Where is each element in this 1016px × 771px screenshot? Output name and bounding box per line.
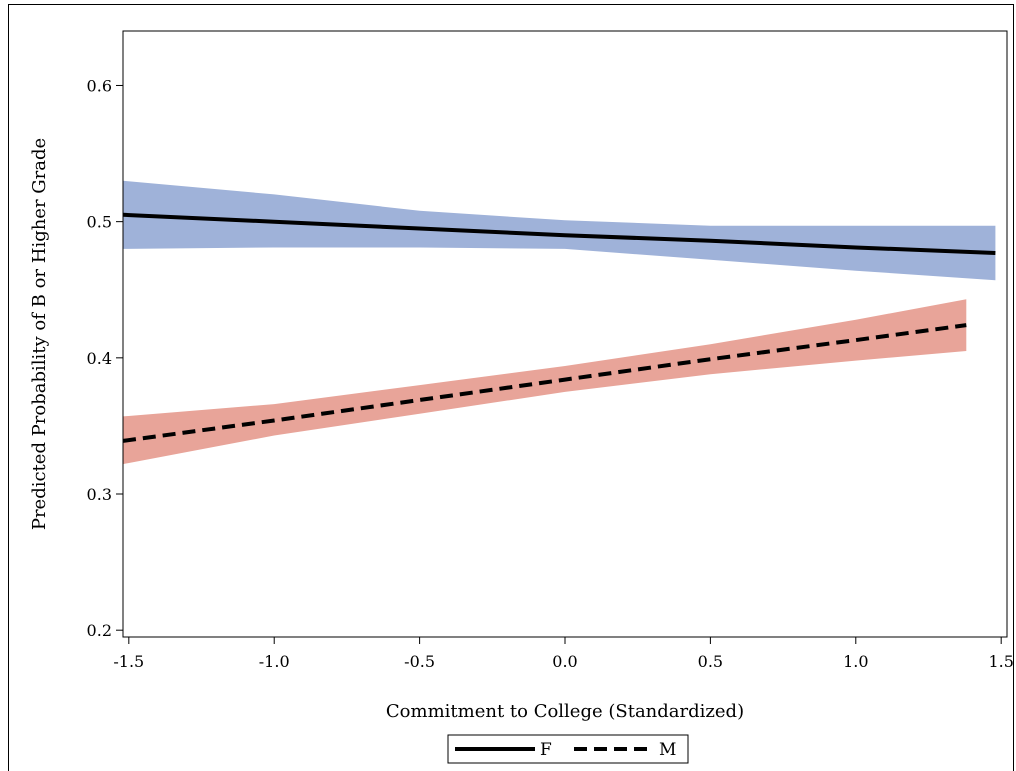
- x-tick-label: 0.0: [552, 652, 577, 671]
- y-tick-label: 0.2: [87, 621, 112, 640]
- y-tick-label: 0.3: [87, 485, 112, 504]
- y-tick-label: 0.5: [87, 213, 112, 232]
- y-axis: 0.2 0.3 0.4 0.5 0.6: [87, 76, 123, 640]
- confidence-band-f: [123, 180, 996, 281]
- series-lines: [122, 212, 996, 443]
- x-tick-label: 1.0: [843, 652, 868, 671]
- y-axis-label: Predicted Probability of B or Higher Gra…: [29, 138, 50, 530]
- legend-label-f: F: [540, 740, 552, 760]
- x-tick-label: -1.0: [259, 652, 290, 671]
- chart-frame: [8, 4, 1014, 771]
- y-tick-label: 0.6: [87, 76, 112, 95]
- x-tick-label: 0.5: [698, 652, 723, 671]
- legend-label-m: M: [659, 740, 676, 760]
- legend-box: [447, 734, 689, 764]
- series-line-f: [122, 212, 996, 255]
- x-tick-label: -1.5: [113, 652, 144, 671]
- y-tick-label: 0.4: [87, 349, 112, 368]
- x-tick-label: -0.5: [404, 652, 435, 671]
- series-line-m: [122, 323, 967, 443]
- x-axis-label: Commitment to College (Standardized): [386, 701, 744, 722]
- x-axis: -1.5 -1.0 -0.5 0.0 0.5 1.0 1.5: [113, 637, 1014, 671]
- x-tick-label: 1.5: [988, 652, 1013, 671]
